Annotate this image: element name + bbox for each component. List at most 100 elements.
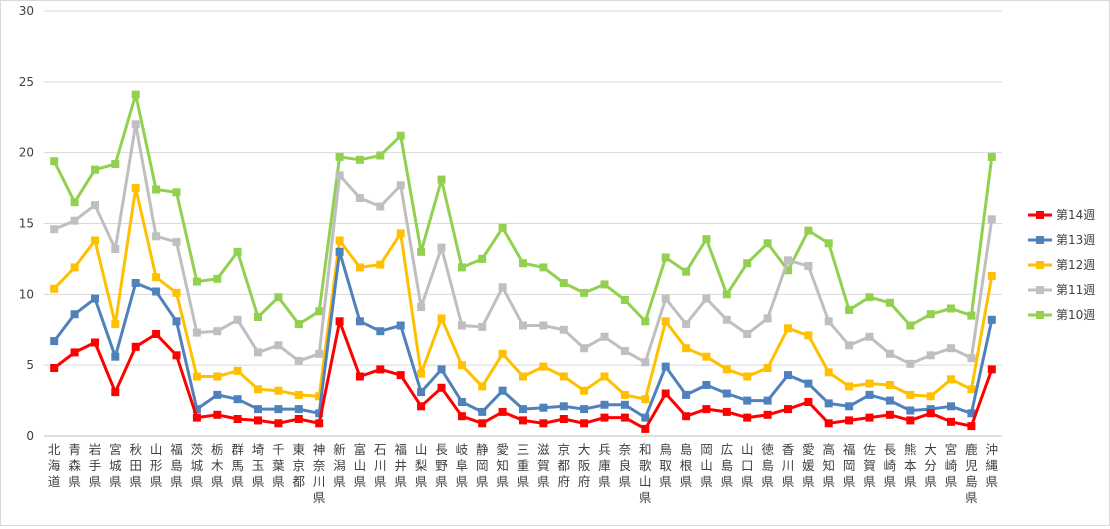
series-lines [50,90,996,433]
data-point [722,290,731,299]
data-point [172,288,181,297]
data-point [274,386,283,395]
data-point [661,362,670,371]
data-point [559,372,568,381]
y-tick-label: 25 [19,75,34,89]
data-point [987,215,996,224]
data-point [661,389,670,398]
data-point [131,342,140,351]
data-point [763,410,772,419]
data-point [743,330,752,338]
x-tick-label: 広島県 [721,442,734,489]
data-point [437,243,446,252]
data-point [131,184,140,193]
data-point [457,398,466,406]
data-point [967,311,976,320]
data-point [111,245,120,253]
data-point [926,310,935,319]
data-point [457,361,466,370]
data-point [233,415,242,423]
data-point [254,385,262,394]
x-axis: 北海道青森県岩手県宮城県秋田県山形県福島県茨城県栃木県群馬県埼玉県千葉県東京都神… [44,435,1002,505]
data-point [376,202,385,211]
data-point [641,424,650,433]
x-tick-label: 京都府 [558,442,571,489]
data-point [702,405,711,414]
data-point [70,310,79,319]
data-point [580,288,589,297]
data-point [254,405,262,414]
x-tick-label: 茨城県 [191,442,204,489]
y-tick-label: 10 [19,287,34,301]
data-point [192,372,201,381]
data-point [845,402,854,411]
data-point [50,284,59,293]
data-point [498,386,507,395]
data-point [600,413,609,422]
data-point [355,263,364,272]
x-tick-label: 山形県 [150,442,163,489]
data-point [254,313,262,321]
data-point [947,402,955,411]
x-tick-label: 宮崎県 [945,442,958,489]
data-point [152,273,161,282]
data-point [294,415,303,423]
data-point [784,405,792,414]
data-point [722,315,731,324]
data-point [824,399,833,408]
x-tick-label: 愛知県 [496,442,509,489]
data-point [620,400,629,409]
data-point [580,405,589,414]
x-tick-label: 岐阜県 [456,442,469,489]
data-point [845,341,854,350]
data-point [91,338,99,347]
data-point [376,260,385,269]
data-point [335,236,344,245]
data-point [417,402,426,411]
data-point [804,331,813,340]
data-point [906,406,915,415]
data-point [784,256,792,265]
x-tick-label: 香川県 [782,442,795,489]
data-point [192,413,201,422]
data-point [539,263,548,272]
data-point [987,315,996,324]
data-point [376,365,385,374]
data-point [315,307,324,316]
data-point [437,383,446,392]
data-point [233,395,242,404]
x-tick-label: 岩手県 [89,442,102,489]
data-point [784,371,792,380]
data-point [294,320,303,329]
data-point [213,410,222,419]
x-tick-label: 福岡県 [843,442,856,489]
x-tick-label: 北海道 [48,442,61,489]
data-point [926,405,935,414]
gridlines [44,10,1002,366]
data-point [722,389,731,398]
data-point [559,415,568,423]
x-tick-label: 福島県 [170,442,183,489]
data-point [437,365,446,374]
data-point [335,171,344,180]
y-tick-label: 30 [19,4,34,18]
data-point [152,287,161,296]
x-tick-label: 佐賀県 [863,442,876,489]
data-point [457,321,466,330]
x-tick-label: 大阪府 [578,442,591,489]
x-tick-label: 山梨県 [415,442,428,489]
data-point [437,175,446,184]
data-point [396,229,405,238]
legend-label: 第10週 [1056,308,1095,322]
legend-label: 第11週 [1056,283,1095,297]
data-point [355,372,364,381]
data-point [50,364,59,372]
data-point [396,371,405,380]
x-tick-label: 岡山県 [700,442,713,489]
legend-swatch-marker [1036,236,1044,244]
data-point [763,314,772,323]
data-point [519,416,527,425]
x-tick-label: 島根県 [680,442,693,489]
x-tick-label: 埼玉県 [252,442,265,489]
